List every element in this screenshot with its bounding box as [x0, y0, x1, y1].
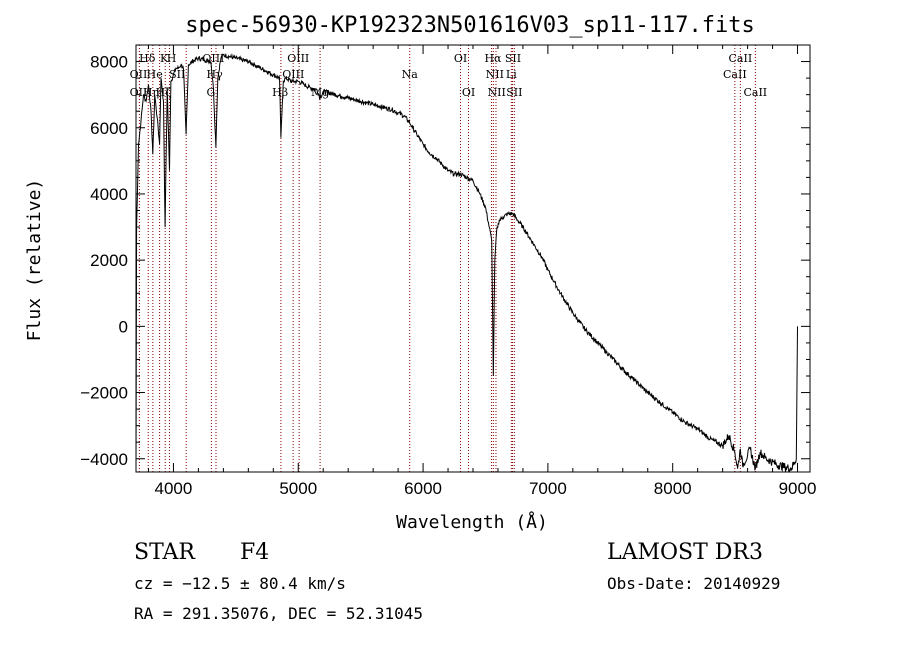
x-tick-label: 4000 — [155, 479, 193, 498]
x-axis-label: Wavelength (Å) — [396, 511, 548, 533]
line-label: Hδ — [139, 52, 156, 65]
line-label: OI — [462, 86, 475, 99]
line-label: SII — [169, 68, 185, 81]
x-tick-label: 9000 — [779, 479, 817, 498]
line-label: NII — [488, 86, 506, 99]
plot-frame — [135, 44, 811, 473]
line-label: CaII — [729, 52, 753, 65]
line-label: Li — [506, 68, 517, 81]
y-tick-label: 8000 — [90, 53, 128, 72]
y-tick-label: 4000 — [90, 185, 128, 204]
x-tick-label: 7000 — [529, 479, 567, 498]
line-label: OII — [130, 68, 148, 81]
line-label: SII — [505, 52, 521, 65]
line-label: SII — [506, 86, 522, 99]
chart-title: spec-56930-KP192323N501616V03_sp11-117.f… — [185, 13, 755, 38]
redshift-readout: cz = −12.5 ± 80.4 km/s — [134, 574, 346, 593]
x-tick-label: 6000 — [404, 479, 442, 498]
line-label: CaII — [743, 86, 767, 99]
line-label: Hγ — [207, 68, 224, 81]
coordinates: RA = 291.35076, DEC = 52.31045 — [134, 604, 423, 623]
line-label: OIII — [282, 68, 304, 81]
line-label: G — [206, 86, 215, 99]
line-label: K — [160, 52, 169, 65]
y-tick-label: 2000 — [90, 251, 128, 270]
object-subclass: F4 — [240, 540, 270, 565]
x-tick-label: 8000 — [654, 479, 692, 498]
line-label: Na — [402, 68, 419, 81]
y-tick-label: −4000 — [80, 450, 128, 469]
reference-lines — [138, 45, 756, 472]
obs-date: Obs-Date: 20140929 — [607, 574, 781, 593]
spectrum-line — [135, 53, 798, 473]
line-label: He — [147, 68, 163, 81]
line-label: Hα — [484, 52, 502, 65]
line-label: OIII — [287, 52, 309, 65]
x-tick-label: 5000 — [279, 479, 317, 498]
x-axis: 4000 5000 6000 7000 8000 9000 — [147, 45, 817, 498]
survey-name: LAMOST DR3 — [607, 540, 763, 565]
y-axis-label: Flux (relative) — [24, 179, 45, 342]
y-axis: −4000 −2000 0 2000 4000 6000 8000 — [80, 53, 810, 469]
y-tick-label: 0 — [119, 317, 128, 336]
object-class: STAR — [134, 540, 195, 565]
line-label: Hζ — [156, 86, 172, 99]
line-label: CaII — [723, 68, 747, 81]
y-tick-label: −2000 — [80, 384, 128, 403]
line-label: OI — [454, 52, 467, 65]
line-label: NII — [486, 68, 504, 81]
line-label: H — [167, 52, 177, 65]
y-tick-label: 6000 — [90, 119, 128, 138]
